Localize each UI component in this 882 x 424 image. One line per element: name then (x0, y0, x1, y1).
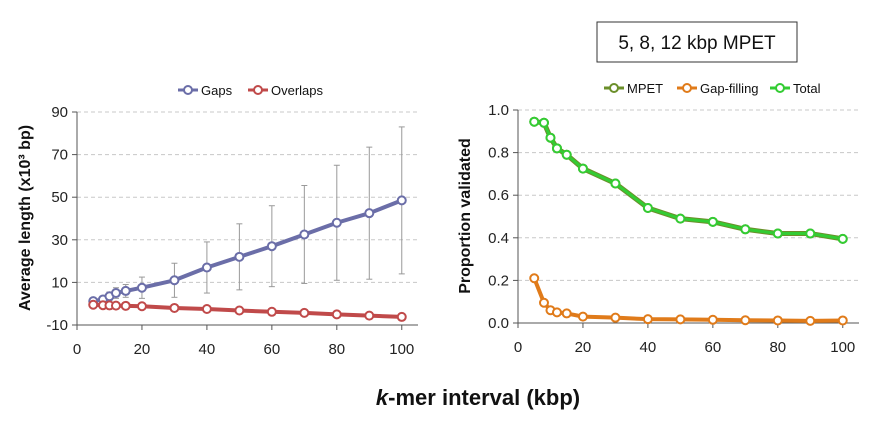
left-chart: -10 10 30 50 70 90 0 20 40 60 80 100 Average length … (17, 83, 418, 358)
x-tick-label: 80 (328, 341, 345, 358)
x-tick-label: 100 (389, 341, 414, 358)
legend-marker (183, 85, 193, 95)
data-point (675, 213, 686, 224)
y-tick-label: 70 (51, 147, 68, 164)
y-axis-label: Average length (x10³ bp) (17, 125, 34, 311)
legend-label: Total (793, 81, 821, 96)
data-point (805, 315, 816, 326)
data-point (610, 312, 621, 323)
y-tick-label: 1.0 (488, 102, 509, 119)
data-point (740, 315, 751, 326)
data-point (169, 302, 180, 313)
x-tick-label: 40 (640, 339, 657, 356)
data-point (707, 216, 718, 227)
data-point (88, 299, 99, 310)
x-tick-label: 80 (769, 339, 786, 356)
data-point (805, 228, 816, 239)
legend-label: MPET (627, 81, 663, 96)
legend-marker (775, 83, 785, 93)
data-point (331, 309, 342, 320)
data-point (561, 308, 572, 319)
right-chart-title-box (596, 21, 798, 63)
data-point (234, 251, 245, 262)
legend-marker (609, 83, 619, 93)
x-tick-label: 40 (199, 341, 216, 358)
data-point (364, 310, 375, 321)
data-point (610, 178, 621, 189)
data-point (837, 233, 848, 244)
data-point (266, 241, 277, 252)
y-tick-label: 0.8 (488, 145, 509, 162)
legend-label: Overlaps (271, 83, 324, 98)
y-tick-label: 0.6 (488, 187, 509, 204)
data-point (364, 208, 375, 219)
x-tick-label: 0 (514, 339, 522, 356)
data-point (675, 314, 686, 325)
data-point (772, 228, 783, 239)
y-tick-label: 0.2 (488, 272, 509, 289)
y-tick-label: 0.0 (488, 315, 509, 332)
x-tick-label: 0 (73, 341, 81, 358)
data-point (707, 314, 718, 325)
legend-label: Gap-filling (700, 81, 759, 96)
shared-x-axis-label-rest: -mer interval (kbp) (388, 385, 580, 410)
y-axis-label: Proportion validated (457, 138, 474, 294)
data-point (529, 273, 540, 284)
data-point (331, 217, 342, 228)
legend-marker (682, 83, 692, 93)
data-point (120, 285, 131, 296)
data-point (299, 307, 310, 318)
data-point (740, 224, 751, 235)
data-point (538, 117, 549, 128)
data-point (120, 300, 131, 311)
data-point (169, 275, 180, 286)
data-point (201, 304, 212, 315)
data-point (551, 307, 562, 318)
data-point (642, 314, 653, 325)
data-point (538, 297, 549, 308)
x-tick-label: 100 (830, 339, 855, 356)
data-point (201, 262, 212, 273)
x-tick-label: 60 (264, 341, 281, 358)
y-tick-label: 50 (51, 189, 68, 206)
right-chart: 0.0 0.2 0.4 0.6 0.8 1.0 0 20 40 60 80 100 Proportion… (457, 81, 859, 356)
data-point (136, 301, 147, 312)
data-point (266, 306, 277, 317)
data-point (299, 229, 310, 240)
legend-label: Gaps (201, 83, 233, 98)
x-tick-label: 20 (134, 341, 151, 358)
data-point (577, 163, 588, 174)
data-point (837, 315, 848, 326)
series-line-mpet (533, 119, 844, 242)
right-chart-title: 5, 8, 12 kbp MPET (618, 33, 776, 54)
data-point (577, 311, 588, 322)
y-tick-label: 10 (51, 274, 68, 291)
y-tick-label: 90 (51, 104, 68, 121)
data-point (396, 311, 407, 322)
x-tick-label: 60 (705, 339, 722, 356)
data-point (545, 132, 556, 143)
y-tick-label: 0.4 (488, 230, 509, 247)
data-point (642, 202, 653, 213)
data-point (772, 315, 783, 326)
data-point (561, 149, 572, 160)
y-tick-label: 30 (51, 232, 68, 249)
data-point (396, 195, 407, 206)
data-point (136, 282, 147, 293)
legend-marker (253, 85, 263, 95)
data-point (234, 305, 245, 316)
data-point (110, 288, 121, 299)
x-tick-label: 20 (575, 339, 592, 356)
data-point (529, 116, 540, 127)
shared-x-axis-label: k-mer interval (kbp) (376, 385, 580, 410)
shared-x-axis-label-italic: k (376, 385, 390, 410)
data-point (110, 300, 121, 311)
data-point (551, 143, 562, 154)
y-tick-label: -10 (46, 317, 68, 334)
